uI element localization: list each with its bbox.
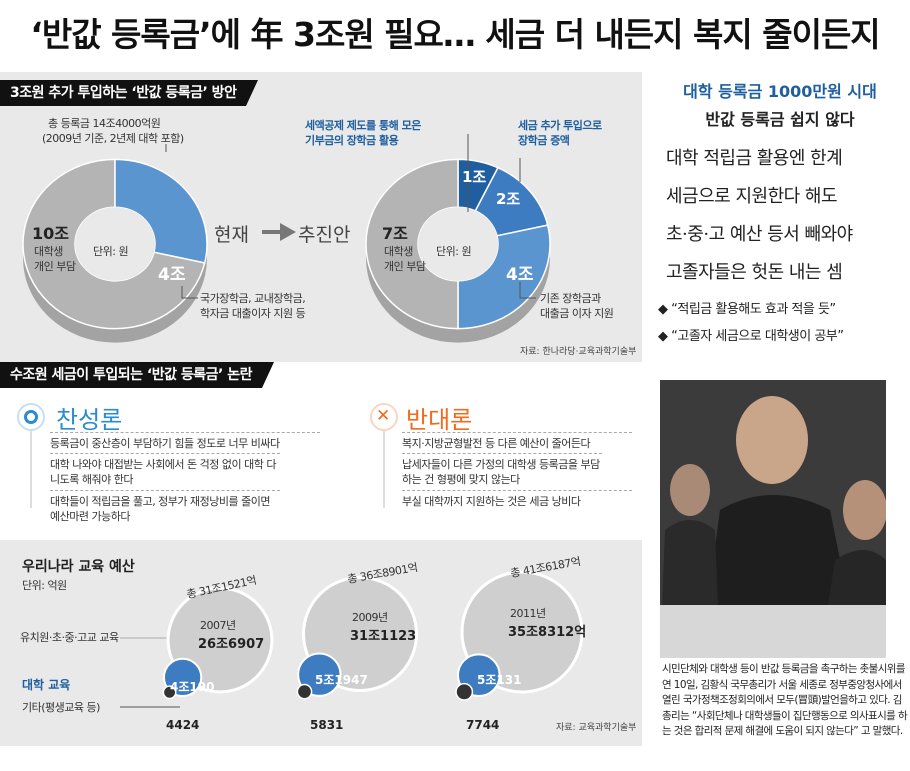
sidebar-subtitle: 반값 등록금 쉽지 않다 xyxy=(705,110,855,129)
con-title: 반대론 xyxy=(406,406,473,434)
year-2007: 2007년 xyxy=(200,619,236,632)
row-univ-label: 대학 교육 xyxy=(22,678,71,692)
other-bubble-2 xyxy=(455,682,474,701)
plan-aid-value: 4조 xyxy=(506,265,534,285)
con-item-2: 납세자들이 다른 가정의 대학생 등록금을 부담하는 건 형평에 맞지 않는다 xyxy=(402,453,602,487)
budget-bubbles xyxy=(120,570,584,708)
section2-title: 수조원 세금이 투입되는 ‘반값 등록금’ 논란 xyxy=(0,362,274,388)
arrow-icon xyxy=(280,223,296,241)
plan-donut xyxy=(365,158,551,343)
current-aid-leader xyxy=(181,286,198,299)
sidebar-line-1: 대학 적립금 활용엔 한계 xyxy=(666,148,843,169)
other-2009: 5831 xyxy=(310,718,344,732)
sidebar-title: 대학 등록금 1000만원 시대 xyxy=(683,82,877,101)
univ-2009: 5조1947 xyxy=(315,673,368,687)
plan-tax-value: 2조 xyxy=(496,190,521,208)
univ-2007: 4조190 xyxy=(170,680,215,694)
pro-title: 찬성론 xyxy=(56,406,123,434)
sidebar-bullet-2: ◆ “고졸자 세금으로 대학생이 공부” xyxy=(658,325,910,344)
row-other-label: 기타(평생교육 등) xyxy=(22,701,100,714)
tax-note-1: 세금 추가 투입으로 xyxy=(518,119,602,132)
other-2011: 7744 xyxy=(466,718,500,732)
sidebar-line-4: 고졸자들은 헛돈 내는 셈 xyxy=(666,262,843,283)
current-student-value: 10조 xyxy=(32,224,69,243)
pro-icon xyxy=(17,403,45,431)
total-tuition-label: 총 등록금 14조4000억원 xyxy=(48,117,161,130)
other-bubble-1 xyxy=(296,683,313,700)
plan-unit: 단위: 원 xyxy=(436,245,472,258)
total-tuition-note: (2009년 기준, 2년제 대학 포함) xyxy=(42,132,184,145)
year-2009: 2009년 xyxy=(352,611,388,624)
other-2007: 4424 xyxy=(166,718,200,732)
photo-illustration xyxy=(660,380,886,658)
sidebar-summary: 대학 등록금 1000만원 시대 반값 등록금 쉽지 않다 대학 적립금 활용엔… xyxy=(650,72,910,344)
headline: ‘반값 등록금’에 年 3조원 필요… 세금 더 내든지 복지 줄이든지 xyxy=(30,15,880,54)
news-photo xyxy=(660,380,886,658)
k12-2007: 26조6907 xyxy=(198,637,265,652)
tax-credit-note-2: 기부금의 장학금 활용 xyxy=(305,134,399,147)
scholarship-plan-panel: 3조원 추가 투입하는 ‘반값 등록금’ 방안 총 등록금 14조4000억원 … xyxy=(0,72,642,362)
con-icon: ✕ xyxy=(370,403,398,431)
sidebar-line-2: 세금으로 지원한다 해도 xyxy=(666,186,838,207)
k12-2011: 35조8312억 xyxy=(508,625,587,640)
sidebar-bullet-1-text: “적립금 활용해도 효과 적을 듯” xyxy=(671,302,836,317)
plan-aid-note-2: 대출금 이자 지원 xyxy=(540,307,614,320)
sidebar-line-3: 초·중·고 예산 등서 빼와야 xyxy=(666,224,853,245)
k12-2009: 31조1123 xyxy=(350,629,417,644)
section3-source: 자료: 교육과학기술부 xyxy=(556,723,637,733)
current-aid-note-2: 학자금 대출이자 지원 등 xyxy=(200,307,306,320)
budget-panel: 우리나라 교육 예산 단위: 억원 유치원·초·중·고교 교육 대학 교육 기타… xyxy=(0,540,642,746)
current-student-label-2: 개인 부담 xyxy=(34,260,76,273)
donut-charts xyxy=(22,134,551,343)
plan-donut-hole xyxy=(418,207,498,281)
plan-tax-credit-value: 1조 xyxy=(462,168,487,186)
univ-2011: 5조131 xyxy=(477,673,522,687)
diamond-icon: ◆ xyxy=(658,302,668,317)
con-divider xyxy=(383,412,385,508)
pro-item-3: 대학들이 적립금을 풀고, 정부가 재정낭비를 줄이면 예산마련 가능하다 xyxy=(50,490,280,524)
current-aid-note-1: 국가장학금, 교내장학금, xyxy=(200,292,306,305)
current-label: 현재 xyxy=(214,224,249,246)
plan-student-value: 7조 xyxy=(382,224,408,243)
plan-label: 추진안 xyxy=(298,224,351,246)
section3-title: 우리나라 교육 예산 xyxy=(22,559,135,575)
photo-caption: 시민단체와 대학생 등이 반값 등록금을 촉구하는 촛불시위를 연 10일, 김… xyxy=(662,663,908,737)
con-item-1: 복지·지방균형발전 등 다른 예산이 줄어든다 xyxy=(402,432,632,451)
plan-student-label-2: 개인 부담 xyxy=(384,260,426,273)
pro-item-1: 등록금이 중산층이 부담하기 힘들 정도로 너무 비싸다 xyxy=(50,432,320,451)
diamond-icon: ◆ xyxy=(658,329,668,344)
pro-item-2: 대학 나와야 대접받는 사회에서 돈 걱정 없이 대학 다니도록 해줘야 한다 xyxy=(50,453,280,487)
current-student-label-1: 대학생 xyxy=(34,245,63,258)
debate-panel: 수조원 세금이 투입되는 ‘반값 등록금’ 논란 찬성론 등록금이 중산층이 부… xyxy=(0,362,642,540)
current-donut xyxy=(22,158,208,343)
con-item-3: 부실 대학까지 지원하는 것은 세금 낭비다 xyxy=(402,490,632,509)
sidebar-bullet-1: ◆ “적립금 활용해도 효과 적을 듯” xyxy=(658,298,910,317)
plan-aid-leader xyxy=(519,282,536,299)
row-k12-label: 유치원·초·중·고교 교육 xyxy=(20,631,119,644)
current-aid-value: 4조 xyxy=(158,265,186,285)
section1-source: 자료: 한나라당·교육과학기술부 xyxy=(520,347,637,357)
plan-aid-note-1: 기존 장학금과 xyxy=(540,292,601,305)
section3-unit: 단위: 억원 xyxy=(22,579,67,592)
section1-title: 3조원 추가 투입하는 ‘반값 등록금’ 방안 xyxy=(0,80,259,106)
year-2011: 2011년 xyxy=(510,607,546,620)
pro-divider xyxy=(30,412,32,508)
plan-student-label-1: 대학생 xyxy=(384,245,413,258)
other-bubble-0 xyxy=(162,685,177,700)
tax-credit-note-1: 세액공제 제도를 통해 모은 xyxy=(305,119,421,132)
sidebar-bullet-2-text: “고졸자 세금으로 대학생이 공부” xyxy=(671,329,844,344)
tax-note-2: 장학금 증액 xyxy=(518,134,570,147)
current-unit: 단위: 원 xyxy=(93,245,129,258)
current-donut-hole xyxy=(75,207,155,281)
